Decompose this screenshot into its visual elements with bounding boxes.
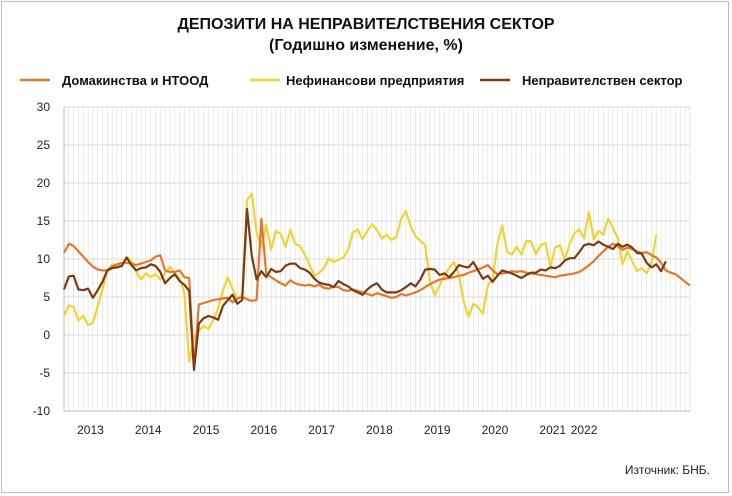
y-tick-label: 0: [43, 328, 50, 342]
series-line-0: [63, 217, 691, 371]
y-tick-label: 10: [37, 252, 51, 266]
x-tick-label: 2013: [77, 423, 104, 437]
x-tick-label: 2016: [250, 423, 277, 437]
series-line-2: [62, 207, 667, 372]
legend-label: Домакинства и НТООД: [62, 73, 209, 88]
y-tick-label: 5: [43, 290, 50, 304]
source-note: Източник: БНБ.: [624, 463, 710, 477]
series-line-1: [62, 192, 658, 363]
x-tick-label: 2022: [571, 423, 598, 437]
chart-subtitle: (Годишно изменение, %): [269, 37, 463, 54]
legend-label: Неправителствен сектор: [522, 73, 683, 88]
y-tick-label: 25: [37, 138, 51, 152]
axes-layer: -10 -5 0 5 10 15 20 25 30 2013 2014 2015 2016 2017 201…: [33, 100, 690, 437]
chart-title: ДЕПОЗИТИ НА НЕПРАВИТЕЛСТВЕНИЯ СЕКТОР: [177, 16, 555, 33]
series-layer: [62, 192, 691, 372]
x-tick-label: 2017: [308, 423, 335, 437]
x-tick-label: 2015: [193, 423, 220, 437]
legend: Домакинства и НТООД Нефинансови предприят…: [20, 73, 683, 88]
y-tick-label: -5: [39, 366, 50, 380]
y-tick-label: 20: [37, 176, 51, 190]
x-tick-label: 2020: [482, 423, 509, 437]
x-tick-label: 2021: [539, 423, 566, 437]
x-tick-label: 2019: [424, 423, 451, 437]
y-tick-label: -10: [33, 404, 51, 418]
x-tick-label: 2014: [135, 423, 162, 437]
y-tick-label: 30: [37, 100, 51, 114]
y-tick-label: 15: [37, 214, 51, 228]
x-tick-label: 2018: [366, 423, 393, 437]
grid-layer: [63, 106, 691, 412]
legend-label: Нефинансови предприятия: [286, 73, 464, 88]
